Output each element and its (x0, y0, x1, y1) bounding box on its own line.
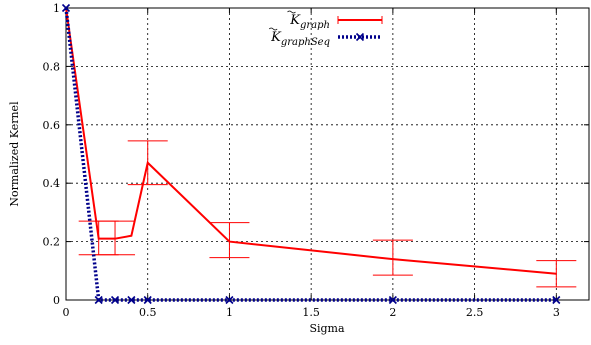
legend-label: KgraphSeq (270, 30, 330, 48)
x-tick-label: 2 (389, 306, 396, 319)
y-tick-label: 0.8 (43, 60, 61, 73)
plot-frame (65, 7, 590, 301)
y-tick-label: 0.6 (43, 119, 61, 132)
series-layer (61, 3, 577, 305)
x-tick-label: 0 (63, 306, 70, 319)
y-axis-label: Normalized Kernel (8, 101, 21, 207)
y-tick-label: 1 (53, 2, 60, 15)
axis-ticks: 0 0.5 1 1.5 2 2.5 3 0 0.2 0.4 0.6 0.8 1 (43, 2, 589, 319)
legend-label: Kgraph (289, 13, 330, 31)
series-point-graphseq (388, 295, 397, 305)
grid (66, 8, 589, 300)
y-tick-label: 0.4 (43, 177, 61, 190)
series-point-graphseq (61, 3, 71, 13)
series-point-graphseq (552, 295, 561, 305)
legend-tilde (268, 27, 278, 31)
series-point-graphseq (110, 295, 120, 305)
legend-marker (355, 32, 365, 42)
legend-tilde (287, 10, 296, 14)
series-line-graphseq (64, 7, 557, 302)
x-tick-label: 1.5 (302, 306, 320, 319)
series-point-graphseq (127, 295, 136, 305)
y-tick-label: 0 (53, 294, 60, 307)
series-point-graphseq (94, 295, 103, 305)
y-tick-label: 0.2 (43, 236, 61, 249)
series-line-graph (65, 7, 557, 275)
series-point-graphseq (225, 295, 234, 305)
x-tick-label: 2.5 (466, 306, 484, 319)
x-tick-label: 3 (553, 306, 560, 319)
x-tick-label: 0.5 (139, 306, 157, 319)
series-point-graphseq (143, 295, 152, 305)
x-tick-label: 1 (226, 306, 233, 319)
x-axis-label: Sigma (309, 322, 345, 335)
